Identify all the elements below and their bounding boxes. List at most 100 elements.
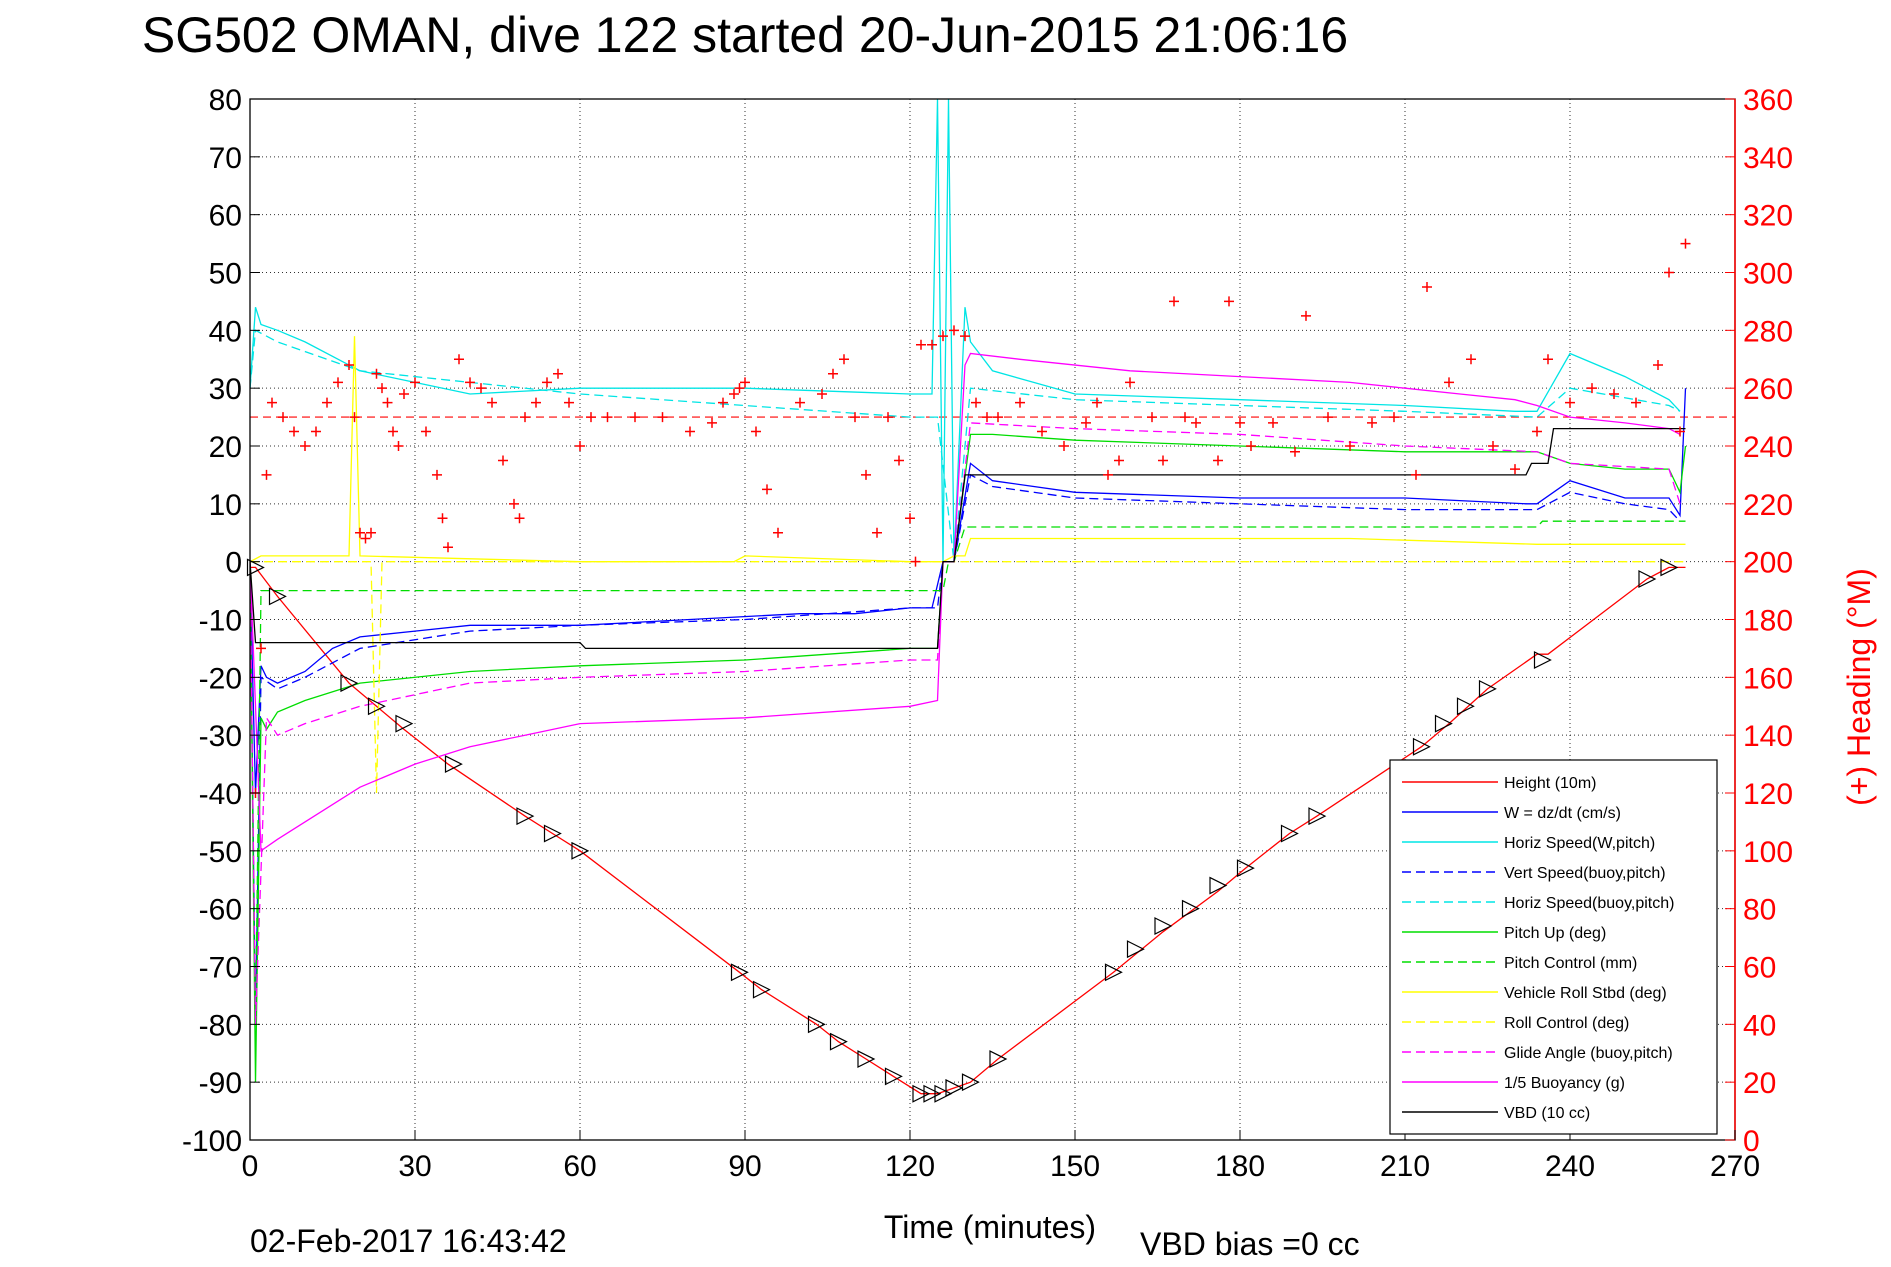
height-marker <box>829 1032 848 1051</box>
height-marker <box>571 841 590 860</box>
heading-point <box>289 426 299 437</box>
heading-point <box>1059 441 1069 451</box>
heading-point <box>421 426 431 437</box>
heading-point <box>817 388 827 399</box>
heading-point <box>443 542 453 553</box>
series-line-2 <box>250 99 1681 562</box>
heading-point <box>602 412 613 423</box>
heading-point <box>586 412 596 423</box>
heading-point <box>927 339 937 350</box>
y-tick-label: 30 <box>209 373 242 406</box>
y-tick-label: -90 <box>199 1067 242 1100</box>
y-tick-label: -60 <box>199 894 242 927</box>
height-marker <box>807 1015 826 1034</box>
heading-point <box>333 377 343 388</box>
height-marker <box>1638 570 1657 588</box>
height-marker <box>367 697 386 716</box>
y-right-tick-label: 220 <box>1743 489 1793 522</box>
y-tick-label: -10 <box>199 605 242 638</box>
heading-point <box>487 397 497 408</box>
height-marker <box>1104 963 1123 982</box>
heading-point <box>454 354 464 365</box>
heading-point <box>1125 377 1135 388</box>
heading-point <box>575 441 585 451</box>
heading-point <box>729 388 739 399</box>
heading-point <box>1103 469 1113 480</box>
y-tick-label: -40 <box>199 778 242 811</box>
heading-point <box>311 426 321 437</box>
heading-point <box>349 412 360 423</box>
heading-point <box>1246 441 1256 451</box>
y-right-tick-label: 0 <box>1743 1125 1760 1158</box>
heading-point <box>828 368 838 379</box>
heading-point <box>531 397 541 408</box>
legend: Height (10m) W = dz/dt (cm/s) Horiz Speed(… <box>1389 759 1718 1135</box>
heading-point <box>476 383 486 394</box>
legend-entry: Horiz Speed(W,pitch) <box>1504 835 1655 852</box>
heading-point <box>1675 426 1685 437</box>
x-tick-label: 90 <box>728 1150 761 1183</box>
heading-point <box>1532 426 1542 437</box>
heading-point <box>910 556 921 567</box>
heading-point <box>393 441 404 451</box>
x-axis-label: Time (minutes) <box>884 1209 1096 1245</box>
heading-point <box>1488 441 1498 451</box>
legend-entry: VBD (10 cc) <box>1504 1105 1590 1122</box>
heading-point <box>773 527 783 538</box>
heading-point <box>916 339 926 350</box>
heading-point <box>762 484 772 495</box>
height-marker <box>1236 859 1255 878</box>
height-marker <box>1126 940 1145 959</box>
heading-point <box>740 377 750 388</box>
x-tick-label: 270 <box>1710 1150 1760 1183</box>
x-tick-label: 0 <box>242 1150 259 1183</box>
heading-point <box>366 527 376 538</box>
heading-point <box>399 388 409 399</box>
y-tick-label: -70 <box>199 952 242 985</box>
height-marker <box>752 980 771 999</box>
height-marker <box>934 1084 953 1103</box>
legend-entry: Glide Angle (buoy,pitch) <box>1504 1045 1673 1062</box>
heading-point <box>1653 360 1663 371</box>
heading-point <box>971 397 981 408</box>
heading-point <box>437 513 448 524</box>
heading-point <box>322 397 332 408</box>
heading-point <box>718 397 728 408</box>
height-marker <box>961 1073 980 1092</box>
height-marker <box>1412 737 1431 756</box>
heading-point <box>707 417 717 428</box>
heading-point <box>1422 281 1432 292</box>
heading-point <box>360 533 371 544</box>
heading-point <box>1466 354 1476 365</box>
y-right-tick-label: 240 <box>1743 431 1793 464</box>
legend-entry: W = dz/dt (cm/s) <box>1504 805 1621 822</box>
heading-point <box>377 383 387 394</box>
height-marker <box>730 963 749 982</box>
x-tick-label: 210 <box>1380 1150 1430 1183</box>
height-marker <box>1533 651 1552 669</box>
y-tick-label: -20 <box>199 662 242 695</box>
y-tick-label: 20 <box>209 431 242 464</box>
heading-point <box>1268 417 1278 428</box>
heading-point <box>1213 455 1223 466</box>
heading-point <box>1367 417 1377 428</box>
heading-point <box>1169 296 1179 307</box>
footer-vbd-bias: VBD bias =0 cc <box>1140 1226 1360 1262</box>
series-line-1 <box>250 388 1687 794</box>
series-line-4 <box>250 329 1681 562</box>
y-tick-label: 80 <box>209 84 242 117</box>
y-tick-label: -50 <box>199 836 242 869</box>
height-marker <box>246 558 265 577</box>
heading-point <box>839 354 849 365</box>
heading-point <box>344 360 354 371</box>
height-marker <box>945 1078 964 1097</box>
heading-point <box>850 412 860 423</box>
plot-area: 80706050403020100-10-20-30-40-50-60-70-8… <box>182 84 1793 1183</box>
legend-entry: Vert Speed(buoy,pitch) <box>1504 865 1666 882</box>
series-line-11 <box>250 427 1686 650</box>
heading-point <box>1680 238 1691 249</box>
y-right-tick-label: 60 <box>1743 952 1776 985</box>
height-marker <box>1660 558 1679 577</box>
